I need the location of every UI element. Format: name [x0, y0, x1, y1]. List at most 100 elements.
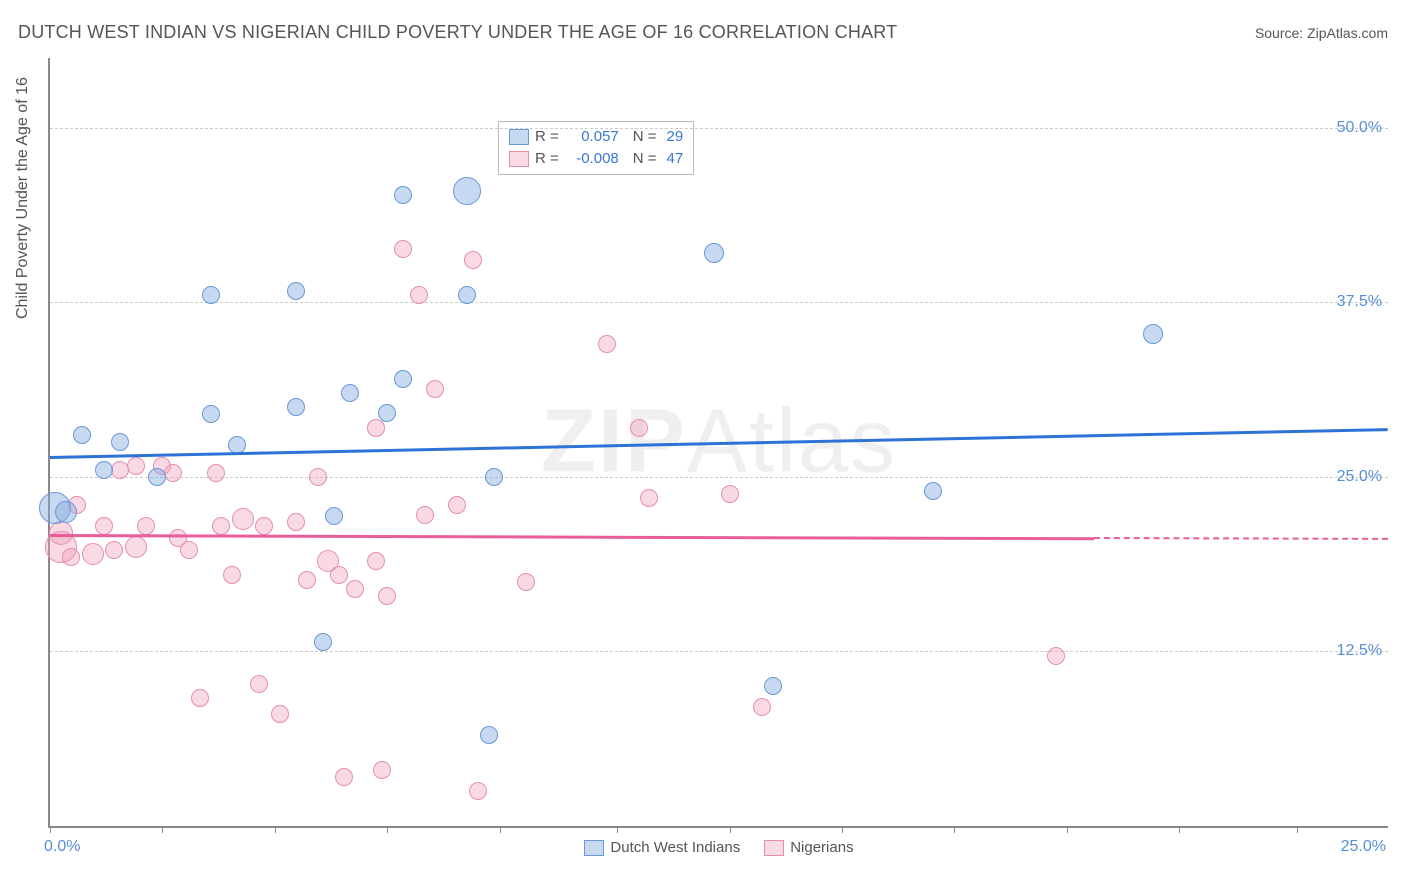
data-point: [416, 506, 434, 524]
data-point: [753, 698, 771, 716]
legend-n-value-1: 47: [667, 148, 684, 170]
data-point: [480, 726, 498, 744]
x-tick: [50, 826, 51, 833]
x-tick: [1297, 826, 1298, 833]
data-point: [378, 587, 396, 605]
legend-n-label: N =: [633, 126, 657, 148]
data-point: [202, 286, 220, 304]
data-point: [410, 286, 428, 304]
data-point: [62, 548, 80, 566]
gridline: [50, 128, 1388, 129]
data-point: [924, 482, 942, 500]
data-point: [394, 370, 412, 388]
data-point: [1143, 324, 1163, 344]
data-point: [704, 243, 724, 263]
swatch-series-0: [584, 840, 604, 856]
data-point: [287, 513, 305, 531]
data-point: [394, 240, 412, 258]
data-point: [721, 485, 739, 503]
y-tick-label: 37.5%: [1337, 293, 1382, 311]
x-tick: [954, 826, 955, 833]
legend-item-1: Nigerians: [764, 839, 853, 856]
data-point: [105, 541, 123, 559]
data-point: [330, 566, 348, 584]
data-point: [469, 782, 487, 800]
legend-r-label: R =: [535, 148, 559, 170]
chart-title: DUTCH WEST INDIAN VS NIGERIAN CHILD POVE…: [18, 22, 897, 43]
data-point: [373, 761, 391, 779]
x-tick: [1067, 826, 1068, 833]
correlation-legend: R = 0.057 N = 29 R = -0.008 N = 47: [498, 121, 694, 175]
data-point: [287, 398, 305, 416]
data-point: [464, 251, 482, 269]
data-point: [426, 380, 444, 398]
x-tick: [500, 826, 501, 833]
data-point: [180, 541, 198, 559]
data-point: [341, 384, 359, 402]
data-point: [202, 405, 220, 423]
data-point: [764, 677, 782, 695]
x-tick: [1179, 826, 1180, 833]
x-tick: [387, 826, 388, 833]
data-point: [640, 489, 658, 507]
source-link[interactable]: ZipAtlas.com: [1307, 25, 1388, 41]
data-point: [598, 335, 616, 353]
data-point: [298, 571, 316, 589]
trend-line: [1094, 537, 1388, 540]
legend-r-label: R =: [535, 126, 559, 148]
data-point: [517, 573, 535, 591]
data-point: [111, 433, 129, 451]
data-point: [630, 419, 648, 437]
data-point: [325, 507, 343, 525]
data-point: [485, 468, 503, 486]
data-point: [335, 768, 353, 786]
data-point: [287, 282, 305, 300]
data-point: [223, 566, 241, 584]
y-tick-label: 12.5%: [1337, 642, 1382, 660]
data-point: [367, 552, 385, 570]
legend-n-value-0: 29: [667, 126, 684, 148]
data-point: [207, 464, 225, 482]
swatch-series-0: [509, 129, 529, 145]
legend-row-series-0: R = 0.057 N = 29: [509, 126, 683, 148]
plot-area: ZIPAtlas R = 0.057 N = 29 R = -0.008 N =…: [48, 58, 1388, 828]
data-point: [232, 508, 254, 530]
gridline: [50, 302, 1388, 303]
data-point: [191, 689, 209, 707]
swatch-series-1: [764, 840, 784, 856]
data-point: [458, 286, 476, 304]
legend-r-value-0: 0.057: [569, 126, 619, 148]
y-axis-title: Child Poverty Under the Age of 16: [14, 77, 32, 319]
legend-label-0: Dutch West Indians: [610, 839, 740, 856]
chart-container: DUTCH WEST INDIAN VS NIGERIAN CHILD POVE…: [0, 0, 1406, 892]
data-point: [378, 404, 396, 422]
data-point: [82, 543, 104, 565]
data-point: [164, 464, 182, 482]
data-point: [55, 501, 77, 523]
data-point: [127, 457, 145, 475]
data-point: [137, 517, 155, 535]
data-point: [271, 705, 289, 723]
source-prefix: Source:: [1255, 25, 1307, 41]
legend-label-1: Nigerians: [790, 839, 853, 856]
data-point: [95, 461, 113, 479]
data-point: [125, 536, 147, 558]
trend-line: [50, 534, 1094, 540]
data-point: [453, 177, 481, 205]
data-point: [448, 496, 466, 514]
series-legend: Dutch West Indians Nigerians: [50, 839, 1388, 856]
data-point: [394, 186, 412, 204]
x-tick: [842, 826, 843, 833]
gridline: [50, 651, 1388, 652]
data-point: [212, 517, 230, 535]
data-point: [346, 580, 364, 598]
data-point: [1047, 647, 1065, 665]
data-point: [314, 633, 332, 651]
x-tick: [162, 826, 163, 833]
x-tick-label: 25.0%: [1341, 838, 1386, 856]
legend-r-value-1: -0.008: [569, 148, 619, 170]
data-point: [309, 468, 327, 486]
legend-row-series-1: R = -0.008 N = 47: [509, 148, 683, 170]
x-tick: [730, 826, 731, 833]
x-tick: [275, 826, 276, 833]
